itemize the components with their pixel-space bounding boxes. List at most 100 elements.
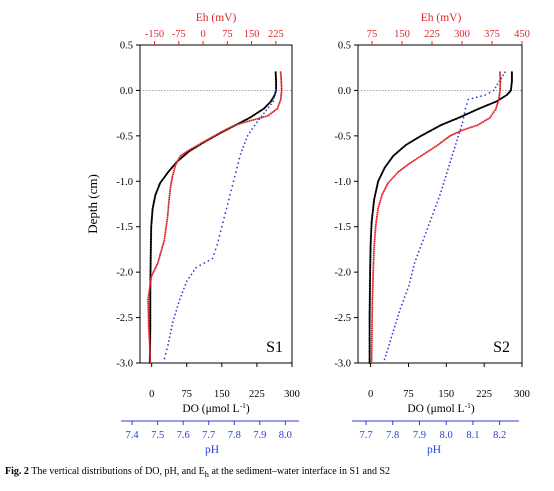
ph-point bbox=[439, 194, 441, 196]
do-axis-ticks-s2: 0 75 150 225 300 bbox=[368, 363, 530, 400]
eh-point bbox=[490, 114, 493, 117]
eh-point bbox=[155, 265, 158, 268]
eh-point bbox=[380, 195, 383, 198]
eh-point bbox=[225, 128, 228, 131]
eh-point bbox=[389, 178, 392, 181]
eh-point bbox=[379, 197, 382, 200]
eh-point bbox=[441, 140, 444, 143]
do-tick-label: 75 bbox=[403, 389, 414, 400]
eh-point bbox=[412, 159, 415, 162]
ph-point bbox=[249, 131, 251, 134]
eh-point bbox=[409, 162, 411, 165]
do-point bbox=[369, 247, 372, 250]
ph-point bbox=[406, 288, 409, 291]
eh-point bbox=[371, 278, 374, 281]
do-point bbox=[150, 233, 153, 236]
do-tick-label: 0 bbox=[149, 389, 154, 400]
eh-point bbox=[210, 136, 213, 139]
eh-point bbox=[268, 113, 271, 116]
eh-point bbox=[147, 327, 150, 330]
do-point bbox=[368, 348, 371, 352]
do-point bbox=[368, 323, 371, 326]
ph-point bbox=[424, 231, 427, 234]
ph-point bbox=[245, 138, 248, 141]
do-point bbox=[370, 229, 373, 232]
eh-point bbox=[155, 263, 158, 266]
ph-point bbox=[185, 280, 188, 283]
eh-point bbox=[280, 87, 283, 90]
do-point bbox=[368, 306, 371, 309]
eh-point bbox=[370, 347, 373, 350]
caption-text: The vertical distributions of DO, pH, an… bbox=[31, 466, 205, 477]
ph-tick-label: 7.6 bbox=[177, 430, 190, 441]
eh-point bbox=[242, 121, 245, 124]
eh-point bbox=[246, 120, 249, 123]
eh-point bbox=[372, 252, 375, 255]
do-point bbox=[151, 214, 154, 217]
depth-tick-label: -0.5 bbox=[116, 131, 133, 142]
do-point bbox=[371, 214, 374, 217]
eh-point bbox=[148, 286, 151, 289]
eh-point bbox=[381, 193, 383, 196]
eh-point bbox=[157, 258, 160, 261]
eh-point bbox=[372, 256, 375, 259]
eh-point bbox=[444, 138, 447, 141]
eh-point bbox=[164, 229, 167, 232]
eh-point bbox=[371, 325, 373, 328]
eh-point bbox=[168, 196, 171, 199]
do-point bbox=[149, 317, 152, 320]
eh-point bbox=[467, 127, 469, 130]
ph-point bbox=[180, 294, 183, 297]
eh-point bbox=[377, 207, 379, 210]
do-tick-label: 225 bbox=[476, 389, 492, 400]
eh-point bbox=[421, 154, 424, 157]
eh-point bbox=[406, 164, 408, 167]
do-point bbox=[369, 234, 373, 237]
caption-label: Fig. 2 bbox=[5, 466, 29, 477]
eh-point bbox=[168, 192, 171, 195]
eh-point bbox=[161, 246, 164, 249]
ph-point bbox=[394, 322, 397, 324]
do-point bbox=[368, 321, 371, 324]
do-point bbox=[274, 72, 277, 75]
ph-point bbox=[457, 135, 459, 138]
eh-point bbox=[374, 227, 377, 230]
eh-point bbox=[277, 105, 280, 108]
eh-point bbox=[269, 112, 272, 115]
depth-tick-label: 0.5 bbox=[338, 41, 351, 52]
do-point bbox=[370, 225, 373, 229]
depth-tick-label: -2.5 bbox=[334, 313, 351, 324]
eh-point bbox=[438, 142, 441, 145]
ph-tick-label: 7.4 bbox=[126, 430, 140, 441]
do-axis-title-s1: DO (μmol L-1) bbox=[182, 401, 250, 415]
do-point bbox=[370, 230, 373, 233]
eh-point bbox=[170, 179, 173, 182]
do-point bbox=[368, 353, 371, 356]
eh-point bbox=[240, 122, 243, 125]
eh-point bbox=[449, 134, 451, 137]
eh-point bbox=[417, 156, 420, 159]
eh-point bbox=[149, 279, 152, 282]
ph-point bbox=[171, 325, 173, 327]
eh-point bbox=[461, 129, 463, 132]
eh-point bbox=[170, 183, 173, 186]
eh-point bbox=[279, 74, 282, 77]
do-point bbox=[372, 200, 376, 203]
ph-point bbox=[409, 277, 412, 280]
eh-point bbox=[196, 144, 199, 147]
eh-point bbox=[498, 91, 501, 94]
eh-point bbox=[147, 321, 150, 324]
do-point bbox=[368, 290, 371, 293]
ph-point bbox=[214, 248, 217, 251]
eh-point bbox=[280, 82, 283, 85]
eh-point bbox=[372, 269, 375, 272]
eh-point bbox=[148, 290, 151, 293]
do-tick-label: 300 bbox=[514, 389, 530, 400]
ph-axis-title-s2: pH bbox=[427, 444, 441, 456]
eh-point bbox=[414, 158, 417, 161]
ph-point bbox=[233, 175, 236, 178]
do-point bbox=[369, 251, 372, 254]
ph-point bbox=[217, 239, 220, 242]
do-point bbox=[368, 287, 371, 290]
